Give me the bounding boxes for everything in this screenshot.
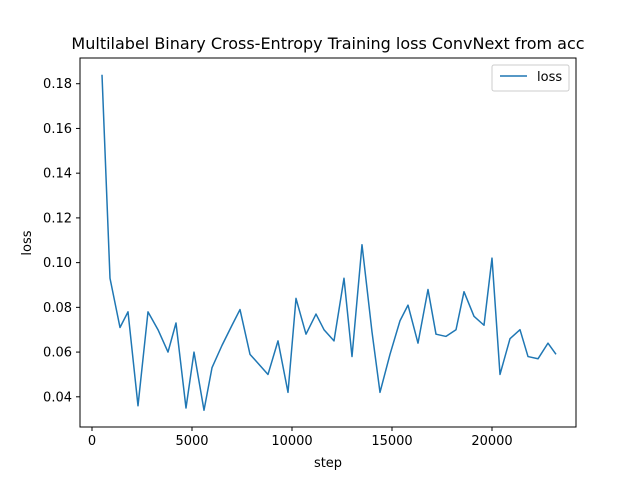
y-tick-label: 0.10 — [43, 256, 72, 271]
y-axis-ticks: 0.04 0.06 0.08 0.10 0.12 0.14 0.16 0.18 — [43, 77, 80, 405]
y-tick-label: 0.16 — [43, 122, 72, 137]
y-tick-label: 0.04 — [43, 390, 72, 405]
x-axis-label: step — [314, 456, 342, 471]
plot-area-frame — [79, 57, 577, 428]
y-axis-label: loss — [20, 230, 35, 255]
legend: loss — [491, 64, 570, 92]
y-tick-label: 0.08 — [43, 301, 72, 316]
legend-label-loss: loss — [537, 70, 562, 85]
y-tick-label: 0.06 — [43, 346, 72, 361]
y-tick-label: 0.18 — [43, 77, 72, 92]
chart-title: Multilabel Binary Cross-Entropy Training… — [71, 34, 584, 53]
x-tick-label: 0 — [88, 434, 96, 449]
y-tick-label: 0.14 — [43, 167, 72, 182]
x-tick-label: 15000 — [371, 434, 412, 449]
x-tick-label: 5000 — [175, 434, 208, 449]
y-tick-label: 0.12 — [43, 211, 72, 226]
x-axis-ticks: 0 5000 10000 15000 20000 — [88, 427, 513, 449]
x-tick-label: 20000 — [471, 434, 512, 449]
legend-box — [491, 64, 570, 92]
x-tick-label: 10000 — [271, 434, 312, 449]
series-line-loss — [101, 74, 557, 411]
